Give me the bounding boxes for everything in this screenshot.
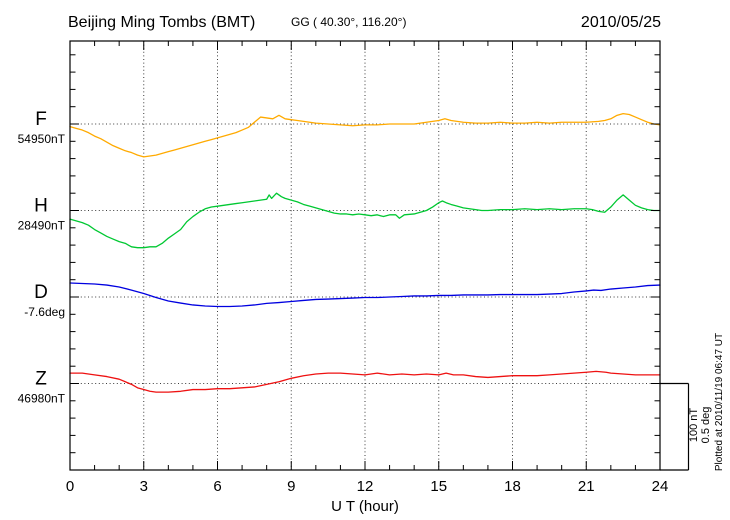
axis-ticks bbox=[70, 41, 660, 470]
component-ref-label-D: -7.6deg bbox=[24, 305, 65, 319]
x-tick-label-15: 15 bbox=[430, 478, 447, 495]
component-label-Z: Z bbox=[35, 369, 47, 390]
scale-bar-deg-label: 0.5 deg bbox=[700, 407, 712, 444]
amplitude-scale-bar bbox=[660, 382, 690, 471]
x-tick-label-21: 21 bbox=[578, 478, 595, 495]
plot-frame bbox=[69, 40, 661, 471]
component-ref-label-H: 28490nT bbox=[18, 219, 66, 233]
station-coordinates: GG ( 40.30°, 116.20°) bbox=[291, 15, 406, 29]
x-tick-label-3: 3 bbox=[140, 478, 148, 495]
plotted-at-note: Plotted at 2010/11/19 06:47 UT bbox=[714, 333, 725, 471]
x-tick-label-0: 0 bbox=[66, 478, 74, 495]
component-label-D: D bbox=[34, 282, 48, 303]
component-ref-label-Z: 46980nT bbox=[18, 392, 66, 406]
x-tick-label-18: 18 bbox=[504, 478, 521, 495]
x-tick-label-6: 6 bbox=[213, 478, 221, 495]
component-label-H: H bbox=[34, 196, 48, 217]
text-labels: Beijing Ming Tombs (BMT) GG ( 40.30°, 11… bbox=[18, 14, 725, 515]
x-tick-label-9: 9 bbox=[287, 478, 295, 495]
component-curves bbox=[69, 112, 661, 393]
grid-lines bbox=[70, 41, 660, 470]
x-axis-label: U T (hour) bbox=[331, 498, 399, 515]
curve-H bbox=[69, 192, 661, 249]
x-tick-label-12: 12 bbox=[357, 478, 374, 495]
curve-F bbox=[69, 112, 661, 158]
x-tick-label-24: 24 bbox=[652, 478, 669, 495]
component-ref-label-F: 54950nT bbox=[18, 132, 66, 146]
scale-bar-nt-label: 100 nT bbox=[688, 408, 700, 443]
curve-D bbox=[69, 282, 661, 308]
plot-date: 2010/05/25 bbox=[581, 14, 661, 31]
curve-Z bbox=[69, 370, 661, 393]
scale-bar bbox=[660, 382, 690, 471]
station-title: Beijing Ming Tombs (BMT) bbox=[68, 14, 255, 31]
component-label-F: F bbox=[35, 109, 47, 130]
plot-border bbox=[69, 40, 661, 471]
